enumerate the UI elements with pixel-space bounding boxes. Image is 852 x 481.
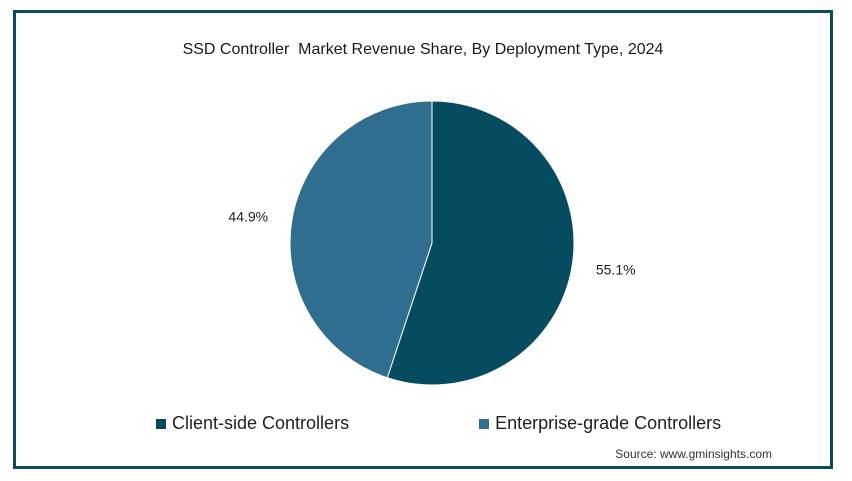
data-label-enterprise-grade: 44.9% xyxy=(228,209,268,225)
legend-swatch-client-side xyxy=(156,418,166,429)
pie-slice-client-side xyxy=(386,100,575,386)
chart-title: SSD Controller Market Revenue Share, By … xyxy=(182,41,664,58)
legend-label-enterprise-grade: Enterprise-grade Controllers xyxy=(495,413,722,433)
data-label-client-side: 55.1% xyxy=(596,261,636,277)
legend: Client-side Controllers Enterprise-grade… xyxy=(156,413,721,434)
source-note: Source: www.gminsights.com xyxy=(615,447,772,461)
legend-item-enterprise-grade: Enterprise-grade Controllers xyxy=(479,413,721,434)
legend-swatch-enterprise-grade xyxy=(479,418,490,429)
pie-chart: 55.1% 44.9% xyxy=(228,100,636,386)
pie-slice-enterprise-grade xyxy=(289,100,433,379)
legend-item-client-side: Client-side Controllers xyxy=(156,413,349,434)
chart-frame: SSD Controller Market Revenue Share, By … xyxy=(13,10,833,469)
legend-label-client-side: Client-side Controllers xyxy=(172,413,350,433)
